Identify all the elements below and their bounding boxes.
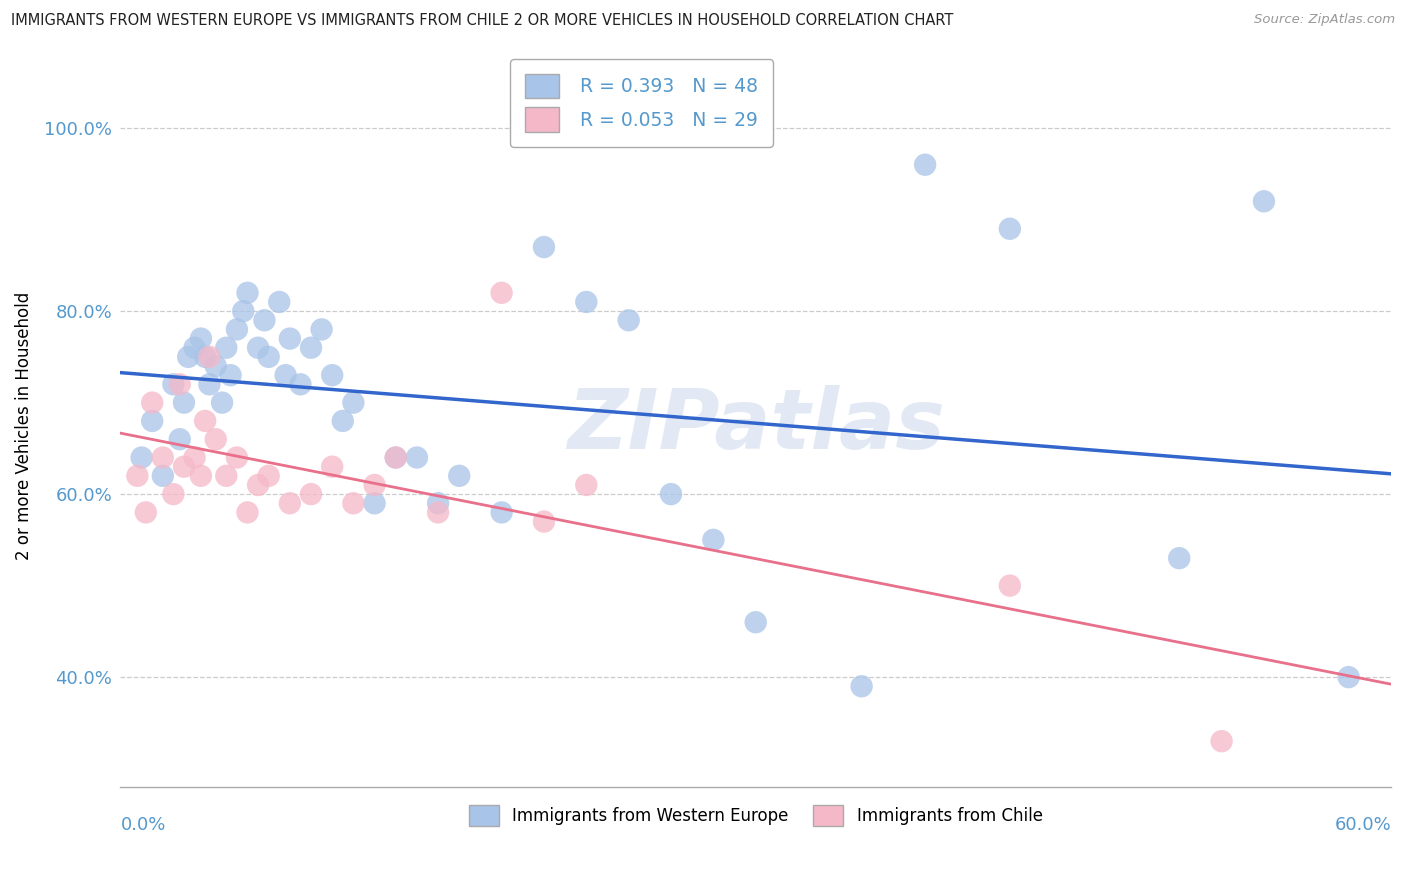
Point <box>183 341 205 355</box>
Point <box>131 450 153 465</box>
Point <box>169 432 191 446</box>
Point <box>321 459 343 474</box>
Point <box>236 285 259 300</box>
Point <box>194 414 217 428</box>
Text: Source: ZipAtlas.com: Source: ZipAtlas.com <box>1254 13 1395 27</box>
Point <box>257 468 280 483</box>
Point <box>183 450 205 465</box>
Point <box>135 505 157 519</box>
Point <box>491 505 513 519</box>
Y-axis label: 2 or more Vehicles in Household: 2 or more Vehicles in Household <box>15 292 32 559</box>
Point <box>427 505 450 519</box>
Point <box>342 395 364 409</box>
Point <box>311 322 333 336</box>
Point <box>406 450 429 465</box>
Point <box>215 341 238 355</box>
Point <box>299 487 322 501</box>
Point <box>342 496 364 510</box>
Point <box>204 432 226 446</box>
Point <box>236 505 259 519</box>
Point <box>363 478 385 492</box>
Point <box>173 395 195 409</box>
Point <box>575 478 598 492</box>
Point <box>1337 670 1360 684</box>
Point <box>152 468 174 483</box>
Point <box>384 450 406 465</box>
Point <box>152 450 174 465</box>
Point <box>363 496 385 510</box>
Point <box>232 304 254 318</box>
Point <box>127 468 149 483</box>
Text: 60.0%: 60.0% <box>1334 816 1391 834</box>
Point <box>204 359 226 373</box>
Point <box>702 533 724 547</box>
Point <box>1168 551 1191 566</box>
Point <box>141 395 163 409</box>
Point <box>274 368 297 383</box>
Legend: Immigrants from Western Europe, Immigrants from Chile: Immigrants from Western Europe, Immigran… <box>463 798 1049 833</box>
Point <box>169 377 191 392</box>
Point <box>177 350 200 364</box>
Point <box>384 450 406 465</box>
Point <box>198 377 221 392</box>
Text: 0.0%: 0.0% <box>121 816 166 834</box>
Point <box>190 332 212 346</box>
Point <box>533 240 555 254</box>
Point <box>299 341 322 355</box>
Point <box>851 679 873 693</box>
Point <box>998 579 1021 593</box>
Point <box>215 468 238 483</box>
Point <box>253 313 276 327</box>
Point <box>914 158 936 172</box>
Point <box>290 377 312 392</box>
Point <box>449 468 471 483</box>
Point <box>617 313 640 327</box>
Point <box>162 377 184 392</box>
Point <box>1211 734 1233 748</box>
Point <box>427 496 450 510</box>
Point <box>278 332 301 346</box>
Point <box>198 350 221 364</box>
Point <box>533 515 555 529</box>
Text: ZIPatlas: ZIPatlas <box>567 385 945 466</box>
Point <box>141 414 163 428</box>
Point <box>321 368 343 383</box>
Point <box>744 615 766 630</box>
Point <box>491 285 513 300</box>
Point <box>575 295 598 310</box>
Point <box>219 368 242 383</box>
Point <box>211 395 233 409</box>
Point <box>194 350 217 364</box>
Point <box>659 487 682 501</box>
Point <box>247 478 270 492</box>
Point <box>226 450 249 465</box>
Point <box>247 341 270 355</box>
Point <box>269 295 291 310</box>
Point <box>257 350 280 364</box>
Point <box>162 487 184 501</box>
Point <box>332 414 354 428</box>
Text: IMMIGRANTS FROM WESTERN EUROPE VS IMMIGRANTS FROM CHILE 2 OR MORE VEHICLES IN HO: IMMIGRANTS FROM WESTERN EUROPE VS IMMIGR… <box>11 13 953 29</box>
Point <box>998 221 1021 235</box>
Point <box>173 459 195 474</box>
Point <box>190 468 212 483</box>
Point <box>278 496 301 510</box>
Point <box>226 322 249 336</box>
Point <box>1253 194 1275 209</box>
